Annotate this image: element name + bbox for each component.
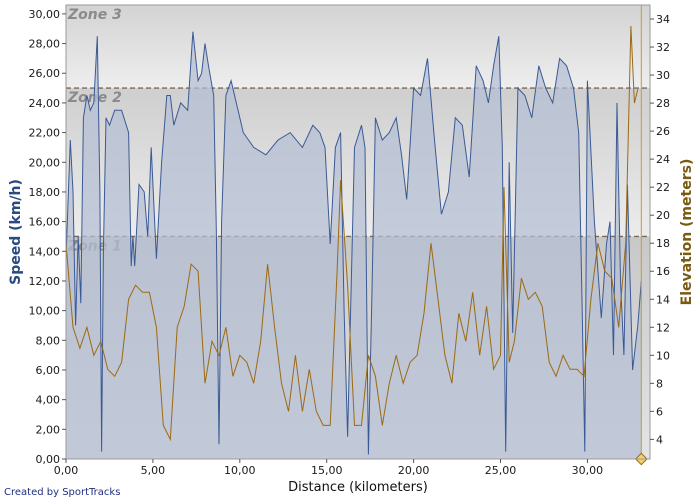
x-tick-label: 15,00	[311, 464, 343, 477]
plot-frame	[65, 4, 651, 460]
y-tick-label: 12,00	[29, 275, 61, 288]
y2-axis-label: Elevation (meters)	[679, 159, 695, 306]
zone-band	[66, 5, 650, 89]
y-tick-label: 4,00	[36, 394, 61, 407]
x-axis-label: Distance (kilometers)	[288, 480, 428, 495]
x-tick-label: 25,00	[485, 464, 517, 477]
y-tick-label: 22,00	[29, 127, 61, 140]
zone-label: Zone 3	[67, 7, 122, 23]
y-tick-label: 16,00	[29, 216, 61, 229]
x-tick-label: 10,00	[224, 464, 256, 477]
y2-tick-label: 20	[656, 209, 670, 222]
y2-tick-label: 14	[656, 293, 670, 306]
y2-tick-label: 22	[656, 181, 670, 194]
x-tick-label: 5,00	[141, 464, 166, 477]
y2-tick-label: 32	[656, 41, 670, 54]
y-tick-label: 14,00	[29, 245, 61, 258]
y-tick-label: 20,00	[29, 156, 61, 169]
axes: 0,00 2,00 4,00 6,00 8,00 10,00 12,00 14,00 16,00…	[29, 8, 671, 477]
y2-tick-label: 18	[656, 237, 670, 250]
y2-tick-label: 30	[656, 69, 670, 82]
y-tick-label: 30,00	[29, 8, 61, 21]
y2-tick-label: 16	[656, 265, 670, 278]
y2-tick-label: 24	[656, 153, 670, 166]
y-tick-label: 26,00	[29, 67, 61, 80]
elevation-line	[66, 25, 639, 442]
y-tick-label: 24,00	[29, 97, 61, 110]
speed-line	[66, 31, 642, 455]
y-axis-label: Speed (km/h)	[8, 179, 24, 285]
x-tick-label: 0,00	[54, 464, 79, 477]
y-tick-label: 18,00	[29, 186, 61, 199]
y2-tick-label: 6	[656, 405, 663, 418]
y-tick-label: 28,00	[29, 38, 61, 51]
y2-tick-label: 10	[656, 349, 670, 362]
y2-tick-label: 28	[656, 97, 670, 110]
x-tick-label: 20,00	[398, 464, 430, 477]
x-tick-label: 30,00	[572, 464, 604, 477]
y2-tick-label: 34	[656, 13, 670, 26]
elevation-series	[66, 25, 639, 442]
y2-tick-label: 8	[656, 377, 663, 390]
credit-label: Created by SportTracks	[4, 487, 120, 498]
y-tick-label: 0,00	[36, 453, 61, 466]
y-tick-label: 6,00	[36, 364, 61, 377]
y-tick-label: 10,00	[29, 305, 61, 318]
y2-tick-label: 26	[656, 125, 670, 138]
y-tick-label: 8,00	[36, 334, 61, 347]
y-tick-label: 2,00	[36, 423, 61, 436]
y2-tick-label: 12	[656, 321, 670, 334]
y2-tick-label: 4	[656, 433, 663, 446]
